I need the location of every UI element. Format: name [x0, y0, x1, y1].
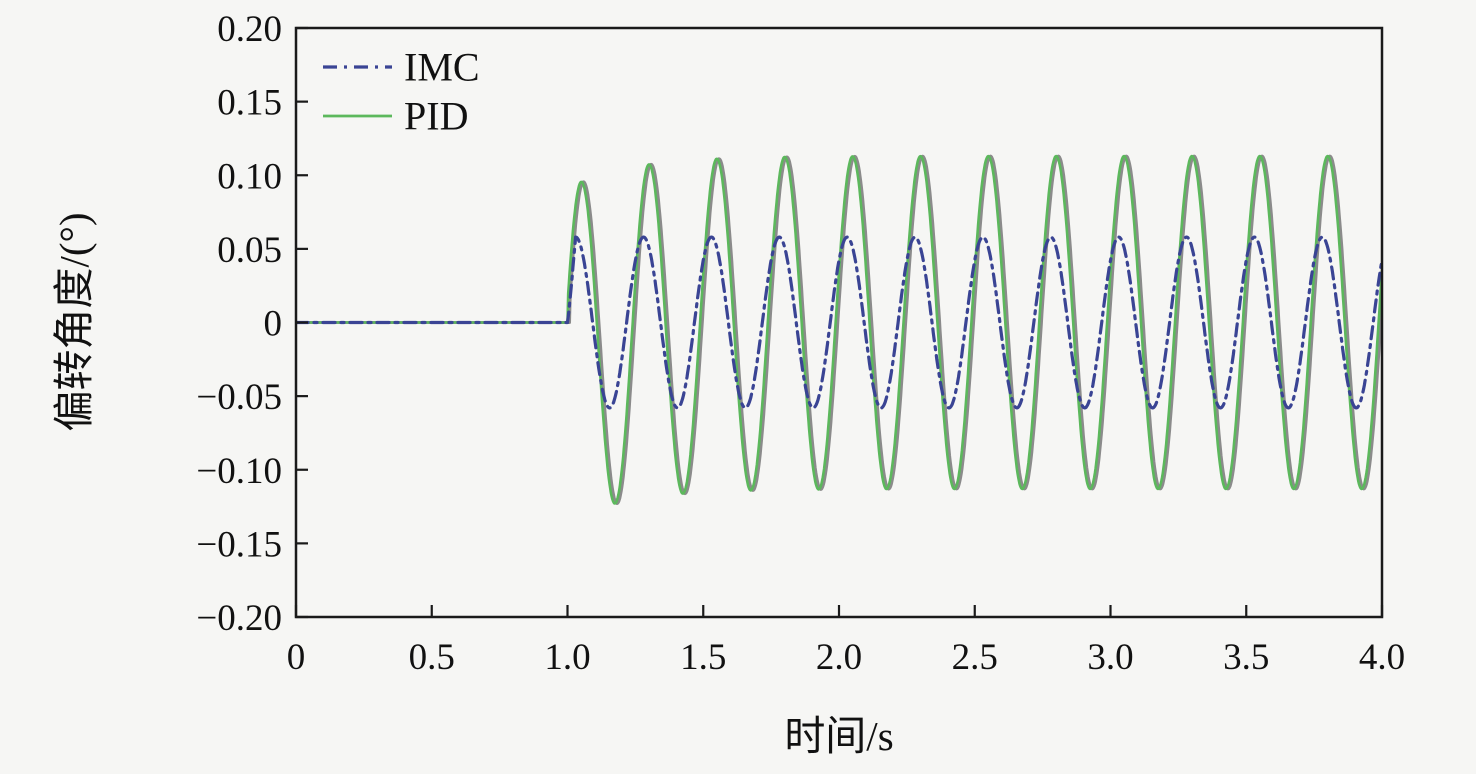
- x-axis-ticks: [294, 605, 1384, 617]
- y-tick-label: 0.05: [217, 230, 282, 271]
- imc-response-line: [296, 235, 1382, 410]
- x-tick-label: 2.5: [952, 637, 998, 678]
- legend: IMC PID: [323, 45, 480, 139]
- x-tick-label: 3.0: [1087, 637, 1133, 678]
- x-tick-label: 2.0: [816, 637, 862, 678]
- y-tick-label: 0: [264, 304, 283, 345]
- y-axis-tick-labels: 0.20 0.15 0.10 0.05 0 −0.05 −0.10 −0.15 −0.20: [196, 9, 282, 639]
- y-tick-label: 0.15: [217, 83, 282, 124]
- x-tick-label: 1.0: [544, 637, 590, 678]
- legend-pid-label: PID: [404, 94, 468, 139]
- y-tick-label: 0.20: [217, 9, 282, 50]
- x-tick-label: 0.5: [409, 637, 455, 678]
- curves-group: [296, 154, 1382, 505]
- y-tick-label: −0.15: [196, 524, 282, 565]
- y-tick-label: −0.20: [196, 598, 282, 639]
- x-tick-label: 4.0: [1359, 637, 1405, 678]
- legend-imc-label: IMC: [404, 45, 480, 90]
- x-tick-label: 1.5: [680, 637, 726, 678]
- y-axis-title: 偏转角度/(°): [51, 212, 97, 431]
- y-tick-label: −0.10: [196, 451, 282, 492]
- y-axis-ticks: [296, 26, 308, 619]
- x-tick-label: 3.5: [1223, 637, 1269, 678]
- x-axis-tick-labels: 0 0.5 1.0 1.5 2.0 2.5 3.0 3.5 4.0: [287, 637, 1405, 678]
- x-axis-title: 时间/s: [784, 713, 893, 759]
- y-tick-label: 0.10: [217, 156, 282, 197]
- y-tick-label: −0.05: [196, 377, 282, 418]
- x-tick-label: 0: [287, 637, 306, 678]
